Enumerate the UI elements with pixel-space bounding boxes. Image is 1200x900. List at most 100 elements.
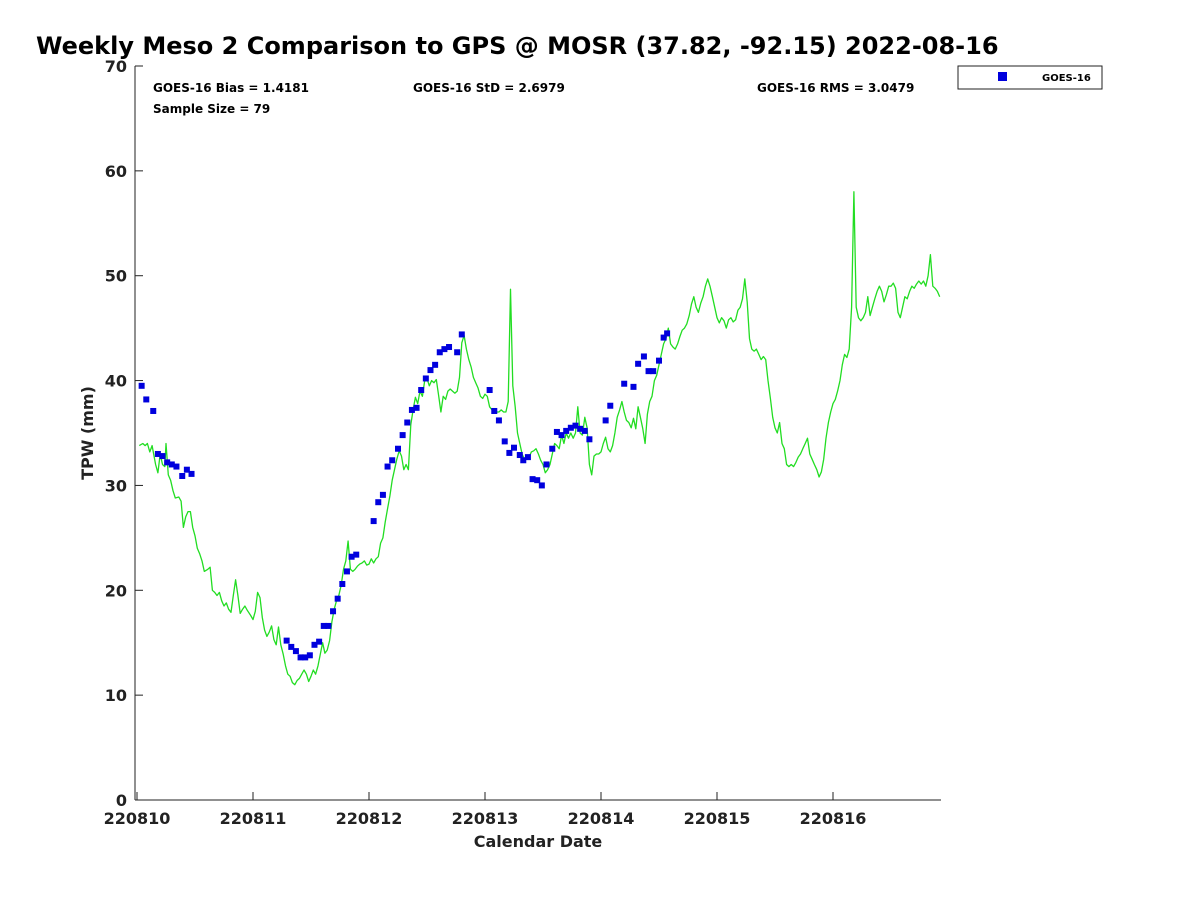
y-tick-label: 20 — [105, 581, 127, 600]
y-tick-label: 30 — [105, 476, 127, 495]
gps-series — [138, 191, 941, 686]
goes-point — [384, 463, 391, 470]
goes-point — [553, 428, 560, 435]
goes-point — [543, 461, 550, 468]
legend-box — [957, 65, 1103, 90]
goes-point — [501, 438, 508, 445]
y-tick-label: 50 — [105, 267, 127, 286]
goes-point — [621, 380, 628, 387]
x-tick-label: 220813 — [452, 809, 519, 828]
goes-point — [520, 457, 527, 464]
goes-point — [404, 419, 411, 426]
goes-point — [506, 449, 513, 456]
goes-series — [138, 330, 671, 661]
goes-point — [168, 461, 175, 468]
goes-point — [511, 444, 517, 451]
goes-point — [656, 357, 662, 364]
goes-point — [567, 424, 574, 431]
goes-point — [422, 375, 429, 382]
goes-point — [558, 432, 565, 439]
goes-point — [379, 491, 386, 498]
goes-point — [549, 445, 556, 452]
y-axis-title: TPW (mm) — [78, 386, 97, 480]
goes-point — [389, 457, 396, 464]
y-tick-label: 10 — [105, 686, 127, 705]
goes-point — [395, 445, 401, 452]
goes-point — [516, 452, 523, 459]
goes-point — [534, 477, 541, 484]
goes-point — [635, 360, 642, 367]
x-tick-label: 220812 — [336, 809, 403, 828]
goes-point — [491, 407, 498, 414]
goes-point — [316, 638, 323, 645]
goes-point — [154, 450, 161, 457]
goes-point — [173, 463, 180, 470]
goes-point — [150, 407, 157, 414]
goes-point — [325, 622, 332, 629]
stat-std: GOES-16 StD = 2.6979 — [413, 81, 565, 95]
goes-point — [495, 417, 502, 424]
goes-point — [138, 382, 145, 389]
stat-rms: GOES-16 RMS = 3.0479 — [757, 81, 914, 95]
goes-point — [529, 476, 536, 483]
goes-point — [408, 406, 415, 413]
x-tick-label: 220814 — [568, 809, 635, 828]
goes-point — [432, 361, 439, 368]
goes-point — [413, 404, 420, 411]
gps-line-path — [138, 191, 941, 686]
goes-point — [577, 425, 584, 432]
goes-point — [283, 637, 290, 644]
goes-point — [343, 568, 350, 575]
goes-point — [486, 387, 493, 394]
goes-point — [427, 367, 434, 374]
stat-bias: GOES-16 Bias = 1.4181 — [153, 81, 309, 95]
chart-title: Weekly Meso 2 Comparison to GPS @ MOSR (… — [36, 32, 999, 60]
goes-point — [399, 432, 406, 439]
stat-sample-size: Sample Size = 79 — [153, 102, 270, 116]
goes-point — [143, 396, 150, 403]
goes-point — [288, 643, 295, 650]
y-tick-label: 60 — [105, 162, 127, 181]
goes-point — [436, 349, 443, 356]
goes-point — [188, 470, 195, 477]
axes: 0 10 20 30 40 50 60 70 220810 220811 220812 220813 2… — [104, 57, 941, 828]
legend-label-goes: GOES-16 — [1042, 73, 1091, 84]
goes-point — [602, 417, 609, 424]
goes-point — [581, 427, 588, 434]
x-axis-title: Calendar Date — [474, 832, 603, 851]
goes-point — [563, 427, 570, 434]
goes-point — [292, 648, 299, 655]
goes-point — [302, 654, 309, 661]
goes-point — [334, 595, 341, 602]
goes-point — [164, 459, 171, 466]
goes-point — [454, 349, 461, 356]
x-tick-label: 220811 — [220, 809, 287, 828]
goes-point — [339, 580, 346, 587]
goes-point — [330, 608, 337, 615]
goes-point — [348, 553, 355, 560]
goes-point — [607, 402, 614, 409]
goes-point — [660, 334, 667, 341]
goes-point — [645, 368, 652, 375]
goes-point — [353, 551, 360, 558]
legend: GOES-16 — [957, 65, 1103, 90]
goes-point — [664, 330, 671, 337]
goes-point — [179, 472, 186, 479]
goes-point — [418, 387, 425, 394]
goes-point — [640, 353, 647, 360]
goes-point — [320, 622, 327, 629]
goes-point — [524, 454, 531, 461]
legend-marker-goes — [998, 72, 1007, 81]
goes-point — [183, 466, 190, 473]
goes-point — [306, 652, 313, 659]
goes-point — [586, 436, 593, 443]
y-tick-label: 70 — [105, 57, 127, 76]
goes-point — [311, 641, 318, 648]
x-tick-label: 220815 — [684, 809, 751, 828]
x-tick-label: 220810 — [104, 809, 171, 828]
goes-point — [159, 453, 166, 460]
goes-point — [650, 368, 657, 375]
goes-point — [375, 499, 382, 506]
goes-point — [572, 422, 579, 429]
